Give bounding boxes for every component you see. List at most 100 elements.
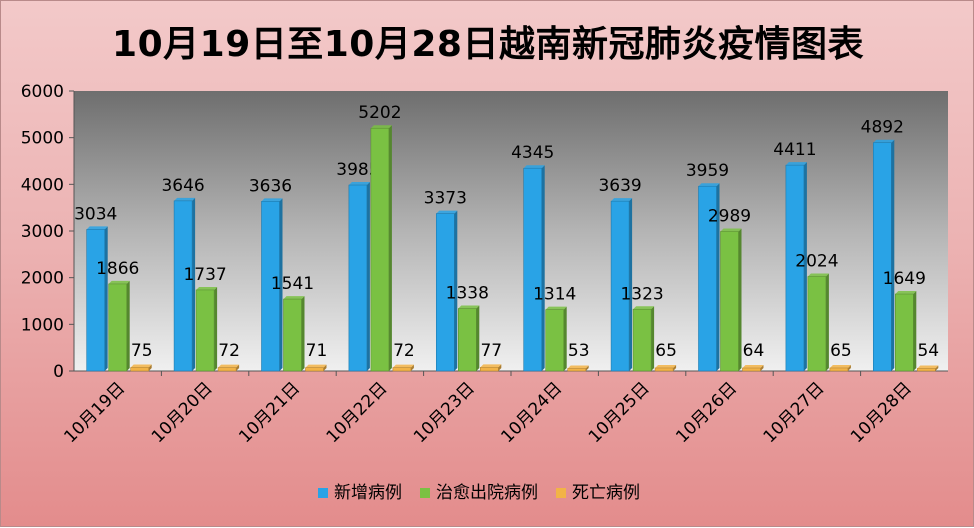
bar-side bbox=[891, 139, 895, 371]
bar-front bbox=[872, 142, 892, 372]
data-label: 3646 bbox=[161, 176, 204, 196]
data-label: 3636 bbox=[249, 176, 292, 196]
bar bbox=[130, 364, 152, 372]
bar-front bbox=[195, 289, 215, 372]
legend-swatch bbox=[420, 488, 430, 498]
y-tick-label: 4000 bbox=[21, 175, 64, 195]
data-label: 65 bbox=[655, 341, 677, 361]
data-label: 3034 bbox=[74, 204, 117, 224]
bar-side bbox=[192, 197, 196, 371]
bar bbox=[261, 198, 283, 372]
bar bbox=[698, 183, 720, 372]
bar-top bbox=[261, 198, 283, 202]
x-tick-label: 10月19日 bbox=[60, 378, 129, 447]
y-tick-label: 2000 bbox=[21, 269, 64, 289]
bar-side bbox=[738, 228, 742, 371]
data-label: 3985 bbox=[336, 160, 379, 180]
bar-front bbox=[916, 368, 936, 372]
bar bbox=[108, 280, 130, 372]
data-label: 1314 bbox=[533, 285, 576, 305]
data-label: 2024 bbox=[795, 252, 838, 272]
bar-side bbox=[279, 198, 283, 371]
data-label: 72 bbox=[393, 341, 415, 361]
bar-top bbox=[829, 364, 851, 368]
bar bbox=[348, 182, 370, 372]
bar bbox=[479, 364, 502, 372]
bar-front bbox=[457, 308, 477, 372]
data-label: 3959 bbox=[686, 161, 729, 181]
bar-side bbox=[148, 364, 152, 371]
bar-front bbox=[130, 367, 149, 372]
bar-side bbox=[825, 273, 829, 371]
bar bbox=[217, 364, 240, 372]
bar-side bbox=[585, 365, 589, 371]
data-label: 53 bbox=[568, 341, 590, 361]
bar bbox=[567, 365, 589, 372]
bar-front bbox=[261, 201, 280, 372]
bar-front bbox=[742, 367, 761, 372]
bar bbox=[632, 306, 655, 372]
bar-top bbox=[545, 306, 567, 310]
x-tick-label: 10月23日 bbox=[410, 378, 479, 447]
bar-side bbox=[301, 296, 305, 371]
bar-side bbox=[935, 365, 939, 371]
bar bbox=[807, 273, 829, 372]
bar-front bbox=[523, 167, 543, 372]
x-tick-label: 10月26日 bbox=[672, 378, 741, 447]
bar-side bbox=[366, 182, 370, 371]
legend-item: 治愈出院病例 bbox=[420, 483, 538, 503]
bar-top bbox=[917, 365, 939, 369]
data-label: 1541 bbox=[271, 274, 314, 294]
chart-title: 10月19日至10月28日越南新冠肺炎疫情图表 bbox=[112, 24, 864, 65]
y-tick-label: 5000 bbox=[21, 129, 64, 149]
bar bbox=[457, 305, 480, 372]
data-label: 1737 bbox=[183, 265, 226, 285]
legend-swatch bbox=[318, 488, 328, 498]
bar-side bbox=[760, 365, 764, 371]
bar-side bbox=[498, 364, 502, 371]
data-label: 75 bbox=[131, 341, 153, 361]
bar-front bbox=[567, 368, 587, 372]
bar bbox=[872, 139, 895, 372]
bar-side bbox=[803, 162, 807, 371]
bar-top bbox=[370, 125, 392, 129]
bar-top bbox=[567, 365, 589, 369]
bar bbox=[305, 364, 327, 372]
bar bbox=[894, 291, 917, 372]
bar-front bbox=[108, 283, 127, 372]
bar bbox=[916, 365, 939, 372]
bar bbox=[785, 162, 807, 372]
data-label: 1323 bbox=[620, 284, 663, 304]
bar-side bbox=[913, 291, 917, 371]
data-label: 72 bbox=[218, 341, 240, 361]
y-tick-label: 3000 bbox=[21, 222, 64, 242]
bar-top bbox=[742, 365, 764, 369]
bar-front bbox=[348, 184, 368, 372]
bar-front bbox=[545, 309, 565, 372]
bar-front bbox=[283, 298, 302, 372]
bar bbox=[173, 197, 196, 372]
y-tick-label: 6000 bbox=[21, 82, 64, 102]
bar bbox=[86, 226, 108, 372]
bar-side bbox=[236, 364, 240, 371]
bar-front bbox=[894, 293, 914, 372]
bar bbox=[829, 364, 851, 372]
bar-top bbox=[895, 291, 917, 295]
x-tick-label: 10月21日 bbox=[235, 378, 304, 447]
data-label: 5202 bbox=[358, 103, 401, 123]
bar-side bbox=[410, 364, 414, 371]
data-label: 4892 bbox=[861, 118, 904, 138]
legend-label: 新增病例 bbox=[334, 483, 402, 503]
bar bbox=[742, 365, 764, 372]
bar-front bbox=[698, 185, 717, 372]
legend-swatch bbox=[556, 488, 566, 498]
bar-top bbox=[108, 280, 130, 284]
data-label: 1649 bbox=[883, 269, 926, 289]
x-tick-label: 10月24日 bbox=[497, 378, 566, 447]
bar-top bbox=[283, 296, 305, 300]
bar-top bbox=[720, 228, 742, 232]
bar-top bbox=[523, 165, 545, 169]
bar-front bbox=[632, 308, 652, 372]
bar-top bbox=[698, 183, 720, 187]
